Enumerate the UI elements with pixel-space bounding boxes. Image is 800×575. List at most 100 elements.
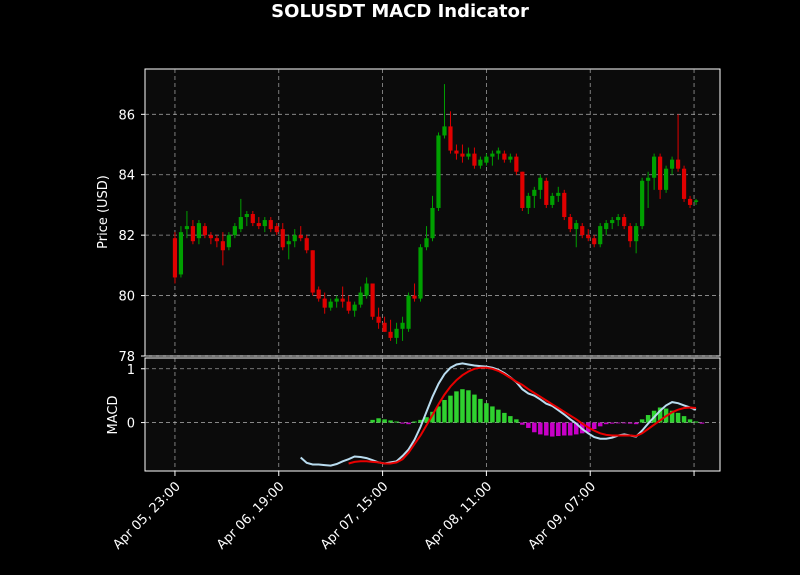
histogram-bar <box>430 411 435 423</box>
candle-body <box>196 223 202 239</box>
histogram-bar <box>466 390 471 423</box>
candle-body <box>292 235 297 242</box>
candle-body <box>502 153 507 160</box>
candle-body <box>400 322 405 329</box>
candle-body <box>286 241 291 245</box>
histogram-bar <box>645 415 651 423</box>
candle-body <box>310 250 315 293</box>
signal-line <box>348 366 697 465</box>
histogram-bar <box>508 416 513 423</box>
histogram-bar <box>394 421 399 423</box>
candle-body <box>658 156 663 190</box>
candle-body <box>508 156 513 160</box>
price-tick-label: 78 <box>118 350 135 365</box>
histogram-bar <box>406 422 411 425</box>
candle-body <box>616 217 621 221</box>
histogram-bar <box>597 422 603 427</box>
price-tick-label: 86 <box>118 108 135 123</box>
candle-body <box>442 126 447 136</box>
candle-body <box>178 232 184 275</box>
candle-body <box>520 171 525 208</box>
candle-body <box>514 156 519 172</box>
macd-y-axis-label: MACD <box>106 396 121 435</box>
histogram-bar <box>442 399 447 423</box>
histogram-bar <box>490 406 495 423</box>
histogram-bar <box>502 412 507 423</box>
candle-body <box>418 247 423 299</box>
histogram-bar <box>538 422 543 435</box>
candle-body <box>250 214 255 224</box>
candle-body <box>466 153 471 157</box>
histogram-bar <box>615 422 621 424</box>
candle-body <box>646 177 651 181</box>
histogram-bar <box>496 409 501 423</box>
histogram-bar <box>388 420 393 423</box>
histogram-bar <box>478 398 483 423</box>
histogram-bar <box>669 410 675 423</box>
histogram-bar <box>562 422 567 436</box>
histogram-bar <box>591 422 597 430</box>
histogram-bar <box>639 419 645 423</box>
candle-body <box>604 223 609 230</box>
price-tick-label: 82 <box>118 229 135 244</box>
candle-body <box>562 192 567 218</box>
candle-body <box>526 195 531 208</box>
histogram-bar <box>556 422 561 437</box>
histogram-bar <box>681 416 687 423</box>
candle-body <box>574 223 579 230</box>
histogram-bar <box>603 422 609 425</box>
candle-body <box>394 328 399 338</box>
candle-body <box>202 226 207 236</box>
price-tick-label: 84 <box>118 169 135 184</box>
candle-body <box>340 298 345 302</box>
candle-body <box>238 217 243 230</box>
candle-body <box>406 295 411 329</box>
histogram-bar <box>376 418 381 423</box>
candle-body <box>484 156 489 163</box>
candle-body <box>358 292 363 305</box>
candle-body <box>598 226 603 245</box>
candle-body <box>693 200 699 202</box>
candle-body <box>675 159 681 169</box>
histogram-bar <box>693 421 699 423</box>
candle-body <box>256 223 261 227</box>
histogram-bar <box>526 422 531 428</box>
candle-body <box>328 301 333 308</box>
candle-body <box>346 301 351 311</box>
candle-body <box>226 235 231 248</box>
candle-body <box>304 238 309 251</box>
histogram-bar <box>400 422 405 424</box>
histogram-bar <box>687 419 693 423</box>
candle-body <box>382 322 387 332</box>
histogram-bar <box>424 417 429 423</box>
candle-body <box>316 289 321 299</box>
candle-body <box>322 298 327 308</box>
histogram-bar <box>436 406 441 423</box>
chart-title: SOLUSDT MACD Indicator <box>271 1 529 22</box>
candle-body <box>334 298 339 302</box>
candle-body <box>496 150 501 154</box>
histogram-bar <box>621 422 627 424</box>
candle-body <box>622 217 627 227</box>
histogram-bar <box>675 412 681 423</box>
histogram-bar <box>514 419 519 423</box>
candle-body <box>586 235 591 239</box>
x-tick-label: Apr 05, 23:00 <box>110 479 183 552</box>
candle-body <box>298 235 303 239</box>
candle-body <box>460 153 465 157</box>
candle-body <box>232 226 237 236</box>
candle-body <box>532 189 537 196</box>
candle-body <box>430 207 435 239</box>
candle-body <box>274 226 279 233</box>
x-axis: Apr 05, 23:00 Apr 06, 19:00 Apr 07, 15:00 A… <box>110 471 695 553</box>
candle-body <box>592 238 597 245</box>
histogram-bar <box>633 422 639 425</box>
histogram-bar <box>574 422 579 435</box>
candle-body <box>490 153 495 157</box>
histogram-bar <box>472 394 477 423</box>
candle-body <box>388 331 393 338</box>
candle-body <box>376 316 381 323</box>
candle-body <box>244 214 249 218</box>
candle-body <box>214 238 219 242</box>
